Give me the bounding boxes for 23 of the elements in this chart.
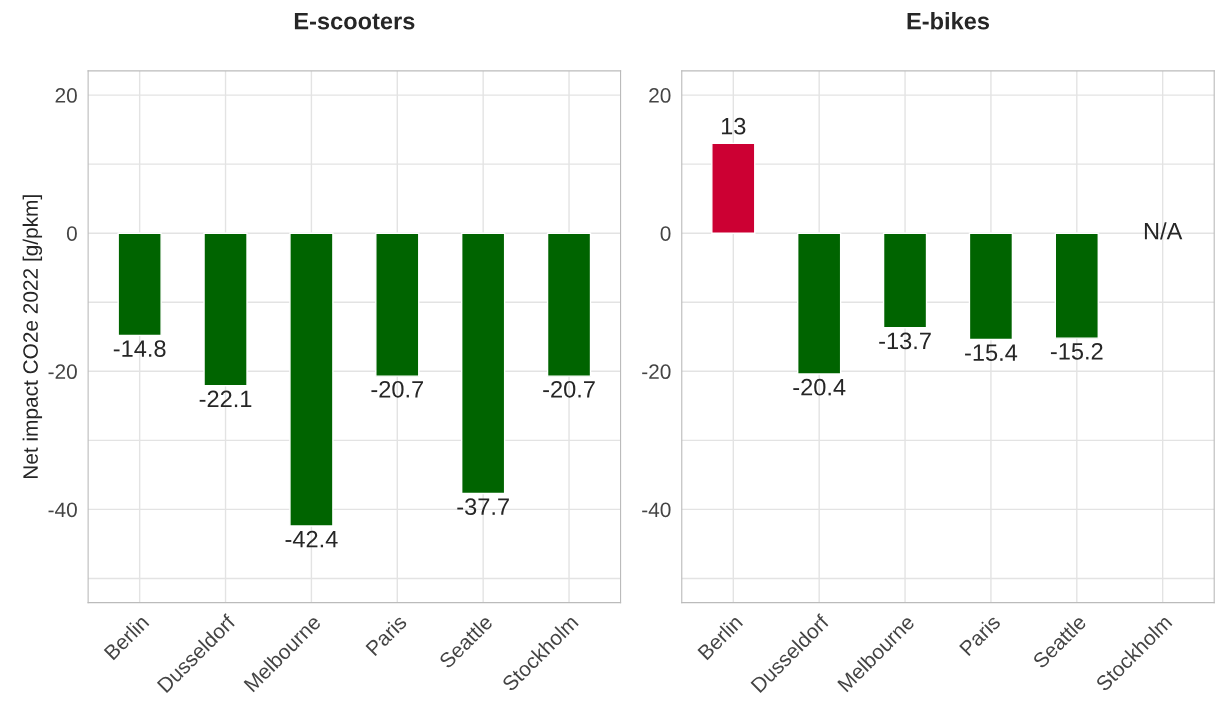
data-label: -20.7 — [543, 380, 595, 398]
data-label: -15.2 — [1050, 342, 1103, 360]
annotation: N/A — [1144, 222, 1183, 240]
data-label: -13.7 — [879, 332, 931, 350]
y-axis-title: Net impact CO2e 2022 [g/pkm] — [22, 195, 43, 479]
y-tick-label: -40 — [48, 502, 77, 518]
data-label: -20.7 — [371, 380, 424, 398]
chart-title: E-scooters — [294, 12, 415, 30]
data-label: -20.4 — [793, 378, 846, 396]
y-tick-label: 0 — [66, 226, 77, 241]
y-tick-label: -40 — [642, 502, 671, 518]
y-tick-label: -20 — [48, 364, 77, 380]
y-tick-label: 20 — [649, 88, 671, 103]
data-label: -22.1 — [199, 390, 252, 408]
chart-title: E-bikes — [907, 12, 990, 30]
data-label: -37.7 — [457, 498, 509, 516]
data-label: -15.4 — [965, 344, 1018, 362]
y-tick-label: 20 — [55, 88, 77, 103]
y-tick-label: -20 — [642, 364, 671, 380]
y-tick-label: 0 — [660, 226, 671, 241]
data-label: -14.8 — [113, 340, 166, 357]
data-label: 13 — [721, 117, 746, 135]
data-label: -42.4 — [285, 530, 338, 548]
